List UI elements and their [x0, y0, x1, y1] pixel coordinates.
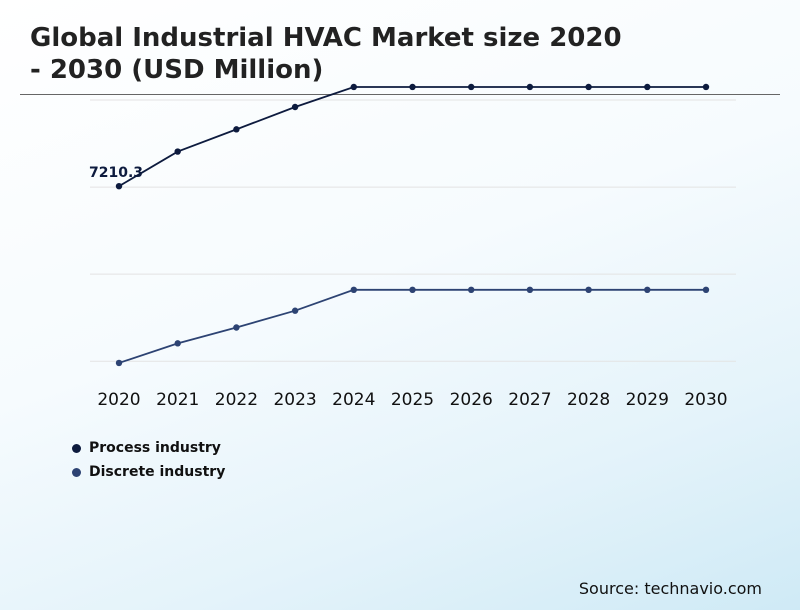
x-tick-label: 2025 — [391, 390, 434, 410]
x-tick-label: 2026 — [450, 390, 493, 410]
data-point-s1-5 — [409, 286, 416, 294]
x-tick-label: 2021 — [156, 390, 199, 410]
data-label: 7210.3 — [89, 165, 143, 181]
x-tick-label: 2024 — [332, 390, 375, 410]
line-chart: 2020 2021 2022 2023 2024 2025 2026 2027 2028 2029… — [89, 83, 736, 410]
legend-marker-process — [72, 443, 81, 453]
legend-label-process: Process industry — [89, 440, 221, 456]
legend-marker-discrete — [72, 467, 81, 477]
legend-item-process: Process industry — [72, 436, 225, 460]
title-divider — [20, 94, 780, 95]
x-tick-label: 2028 — [567, 390, 610, 410]
data-point-s1-9 — [644, 286, 651, 294]
data-point-s1-0 — [115, 359, 123, 367]
data-point-s0-6 — [468, 83, 475, 91]
data-point-s0-8 — [585, 83, 592, 91]
source-credit: Source: technavio.com — [578, 579, 762, 598]
data-point-s1-8 — [585, 286, 592, 294]
series-line-0 — [118, 86, 706, 187]
x-tick-label: 2030 — [684, 390, 727, 410]
series-line-1 — [118, 288, 706, 364]
data-point-s1-6 — [468, 286, 475, 294]
x-tick-label: 2023 — [273, 390, 316, 410]
x-tick-label: 2029 — [626, 390, 669, 410]
data-point-s0-10 — [702, 83, 710, 91]
data-point-s1-3 — [291, 307, 299, 314]
data-point-s1-4 — [350, 286, 357, 294]
data-point-s0-3 — [291, 103, 299, 111]
data-point-s0-1 — [174, 148, 181, 155]
legend-item-discrete: Discrete industry — [72, 460, 225, 484]
data-point-s0-7 — [526, 83, 534, 91]
data-point-s1-10 — [702, 286, 710, 294]
data-point-s0-4 — [350, 83, 357, 91]
data-point-s1-2 — [233, 324, 240, 331]
x-tick-label: 2027 — [508, 390, 551, 410]
data-point-s0-2 — [233, 126, 240, 133]
data-point-s1-7 — [526, 286, 534, 294]
data-point-s0-5 — [409, 83, 416, 91]
legend-label-discrete: Discrete industry — [89, 464, 226, 480]
x-tick-label: 2022 — [215, 390, 258, 410]
chart-title: Global Industrial HVAC Market size 2020 … — [30, 23, 622, 85]
data-point-s0-9 — [644, 83, 651, 91]
legend: Process industry Discrete industry — [72, 436, 225, 484]
x-tick-label: 2020 — [97, 390, 140, 410]
data-point-s1-1 — [174, 340, 181, 347]
data-point-s0-0 — [115, 182, 123, 190]
